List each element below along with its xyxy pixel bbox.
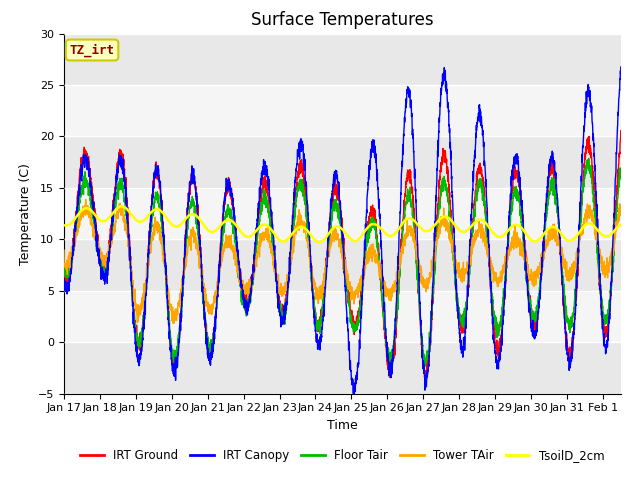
Bar bbox=[64, 85, 621, 136]
Text: TZ_irt: TZ_irt bbox=[70, 43, 115, 57]
X-axis label: Time: Time bbox=[327, 419, 358, 432]
Bar bbox=[64, 188, 621, 240]
Legend: IRT Ground, IRT Canopy, Floor Tair, Tower TAir, TsoilD_2cm: IRT Ground, IRT Canopy, Floor Tair, Towe… bbox=[76, 444, 609, 467]
Y-axis label: Temperature (C): Temperature (C) bbox=[19, 163, 33, 264]
Bar bbox=[64, 291, 621, 342]
Title: Surface Temperatures: Surface Temperatures bbox=[251, 11, 434, 29]
